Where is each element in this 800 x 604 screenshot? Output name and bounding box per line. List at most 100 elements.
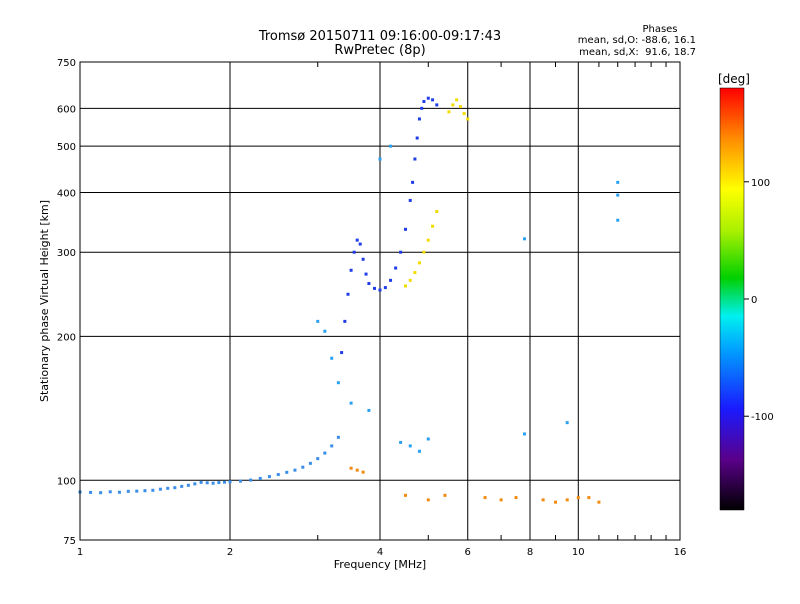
data-point — [301, 465, 305, 469]
data-point — [258, 476, 262, 480]
data-point — [173, 486, 177, 490]
data-point — [361, 257, 365, 261]
data-point — [89, 490, 93, 494]
data-point — [514, 496, 518, 500]
data-point — [340, 351, 344, 355]
data-point — [417, 261, 421, 265]
data-point — [426, 96, 430, 100]
data-point — [308, 461, 312, 465]
data-point — [451, 103, 455, 107]
data-point — [403, 493, 407, 497]
phases-o-line: mean, sd,O: -88.6, 16.1 — [578, 35, 696, 46]
data-point — [364, 272, 368, 276]
y-tick-label: 300 — [57, 248, 76, 259]
data-point — [349, 268, 353, 272]
phases-heading: Phases — [642, 24, 677, 35]
data-point — [323, 329, 327, 333]
data-point — [417, 117, 421, 121]
data-point — [330, 444, 334, 448]
plot-grid — [80, 62, 680, 540]
data-point — [223, 480, 227, 484]
data-point — [499, 498, 503, 502]
data-point — [151, 488, 155, 492]
colorbar-unit-label: [deg] — [718, 72, 750, 86]
plot-frame — [79, 61, 681, 541]
colorbar-tick-label: 0 — [751, 295, 757, 306]
data-point — [316, 457, 320, 461]
x-axis-label: Frequency [MHz] — [334, 558, 426, 571]
x-tick-label: 16 — [674, 547, 687, 558]
data-points — [78, 96, 620, 504]
data-point — [431, 98, 435, 102]
x-tick-label: 2 — [227, 547, 233, 558]
data-point — [541, 498, 545, 502]
data-point — [349, 466, 353, 470]
data-point — [408, 444, 412, 448]
data-point — [346, 292, 350, 296]
data-point — [426, 238, 430, 242]
data-point — [336, 381, 340, 385]
data-point — [367, 408, 371, 412]
data-point — [99, 491, 103, 495]
data-point — [523, 432, 527, 436]
data-point — [389, 144, 393, 148]
y-axis-label: Stationary phase Virtual Height [km] — [38, 200, 51, 402]
data-point — [373, 286, 377, 290]
data-point — [228, 480, 232, 484]
data-point — [417, 449, 421, 453]
data-point — [458, 105, 462, 109]
data-point — [435, 103, 439, 107]
data-point — [355, 238, 359, 242]
data-point — [211, 481, 215, 485]
data-point — [249, 478, 253, 482]
data-point — [389, 278, 393, 282]
y-axis-ticks: 75 100 200 300 400 500 600 750 — [57, 58, 76, 547]
y-tick-label: 75 — [63, 536, 76, 547]
data-point — [616, 193, 620, 197]
data-point — [411, 180, 415, 184]
colorbar — [719, 87, 745, 511]
data-point — [553, 500, 557, 504]
y-tick-label: 600 — [57, 104, 76, 115]
data-point — [408, 278, 412, 282]
data-point — [587, 496, 591, 500]
data-point — [462, 112, 466, 116]
data-point — [135, 489, 139, 493]
data-point — [316, 319, 320, 323]
y-tick-label: 200 — [57, 332, 76, 343]
data-point — [293, 468, 297, 472]
data-point — [361, 470, 365, 474]
phases-x-line: mean, sd,X: 91.6, 18.7 — [579, 47, 696, 58]
data-point — [352, 250, 356, 254]
data-point — [565, 421, 569, 425]
data-point — [523, 237, 527, 241]
data-point — [422, 100, 426, 104]
data-point — [455, 98, 459, 102]
data-point — [186, 483, 190, 487]
data-point — [415, 136, 419, 140]
data-point — [276, 473, 280, 477]
data-point — [367, 282, 371, 286]
data-point — [343, 319, 347, 323]
data-point — [336, 435, 340, 439]
data-point — [349, 401, 353, 405]
data-point — [285, 470, 289, 474]
data-point — [466, 117, 470, 121]
data-point — [378, 157, 382, 161]
data-point — [403, 227, 407, 231]
data-point — [205, 481, 209, 485]
data-point — [267, 475, 271, 479]
data-point — [616, 180, 620, 184]
y-tick-label: 100 — [57, 476, 76, 487]
data-point — [108, 490, 112, 494]
data-point — [420, 106, 424, 110]
data-point — [239, 479, 243, 483]
data-point — [126, 489, 130, 493]
data-point — [576, 496, 580, 500]
data-point — [447, 110, 451, 114]
data-point — [431, 224, 435, 228]
x-tick-label: 10 — [572, 547, 585, 558]
data-point — [193, 482, 197, 486]
data-point — [180, 484, 184, 488]
